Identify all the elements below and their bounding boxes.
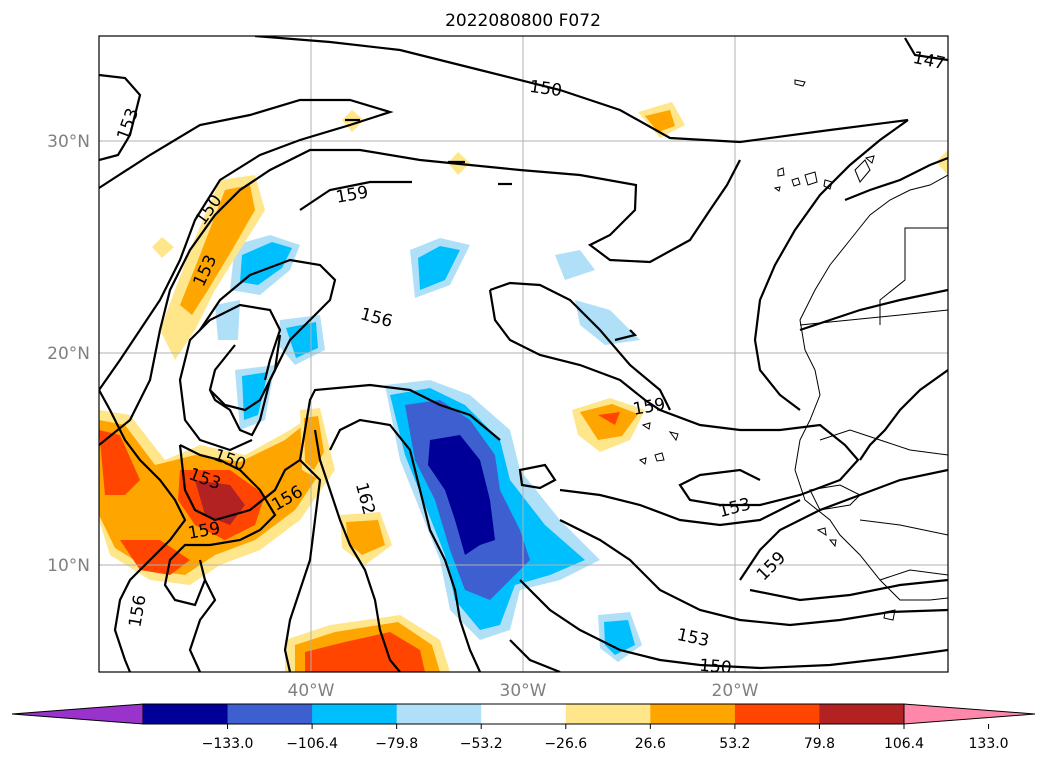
colorbar-swatch [227,704,313,724]
height-contours [99,36,948,672]
colorbar-tick-label: 133.0 [969,736,1009,752]
pos-southwest-extreme [195,480,245,525]
contour-label: 159 [334,182,369,207]
pos-southwest-strong [99,430,265,575]
colorbar-swatch [734,704,820,724]
lat-label: 10°N [47,556,90,576]
colorbar-swatch [143,704,229,724]
contour-label: 147 [911,48,947,74]
map-frame [98,35,949,673]
colorbar-tick-label: −133.0 [202,736,254,752]
colorbar-tick-label: −106.4 [286,736,338,752]
lat-label: 20°N [47,344,90,364]
coastline [638,79,948,621]
lon-label: 20°W [712,681,759,701]
contour-label: 156 [358,304,395,332]
colorbar-tick-label: 106.4 [884,736,924,752]
neg-patch-6 [575,300,640,345]
colorbar-tick-label: 26.6 [635,736,666,752]
contour-label: 150 [698,656,732,679]
pos-west-ridge-core [180,185,255,315]
colorbar-swatch [819,704,905,724]
colorbar-extend-min [11,703,144,725]
lat-label: 30°N [47,132,90,152]
colorbar-tick-label: −53.2 [460,736,503,752]
colorbar-frame [142,703,905,725]
colorbar-swatch [650,704,736,724]
colorbar-swatch [396,704,482,724]
colorbar-extend-max [903,703,1036,725]
contour-label: 153 [716,494,753,522]
contour-label: 153 [113,106,143,143]
map-title: 2022080800 F072 [445,11,601,31]
neg-patch-8 [215,300,240,340]
contour-label: 153 [675,625,711,651]
contour-label: 156 [125,593,150,628]
pos-dot-4 [936,150,948,175]
colorbar-tick-label: 53.2 [719,736,750,752]
pos-dot-1 [152,237,174,258]
pos-north-small-core [645,110,675,132]
neg-patch-2-core [418,246,460,290]
colorbar-tick-label: 79.8 [804,736,835,752]
contour-label: 159 [631,394,666,419]
colorbar: −133.0 −106.4 −79.8 −53.2 −26.6 26.6 53.2 79.8 1… [11,703,1036,752]
contour-label: 150 [528,77,563,101]
neg-extreme-region [428,435,495,555]
colorbar-swatch [565,704,651,724]
colorbar-swatch [312,704,398,724]
neg-patch-5 [555,250,595,280]
pos-center-small-core [346,520,385,555]
lon-label: 30°W [500,681,547,701]
pos-east-small-strong [598,412,620,425]
neg-patch-3-core [286,322,318,358]
colorbar-tick-label: −79.8 [375,736,418,752]
colorbar-tick-label: −26.6 [544,736,587,752]
pos-east-small-core [580,404,638,440]
colorbar-swatch [481,704,567,724]
pos-south-strong [305,632,425,672]
contour-label: 162 [351,480,379,517]
map-area: 147 150 150 150 150 153 153 153 153 153 … [99,36,948,679]
lon-label: 40°W [288,681,335,701]
